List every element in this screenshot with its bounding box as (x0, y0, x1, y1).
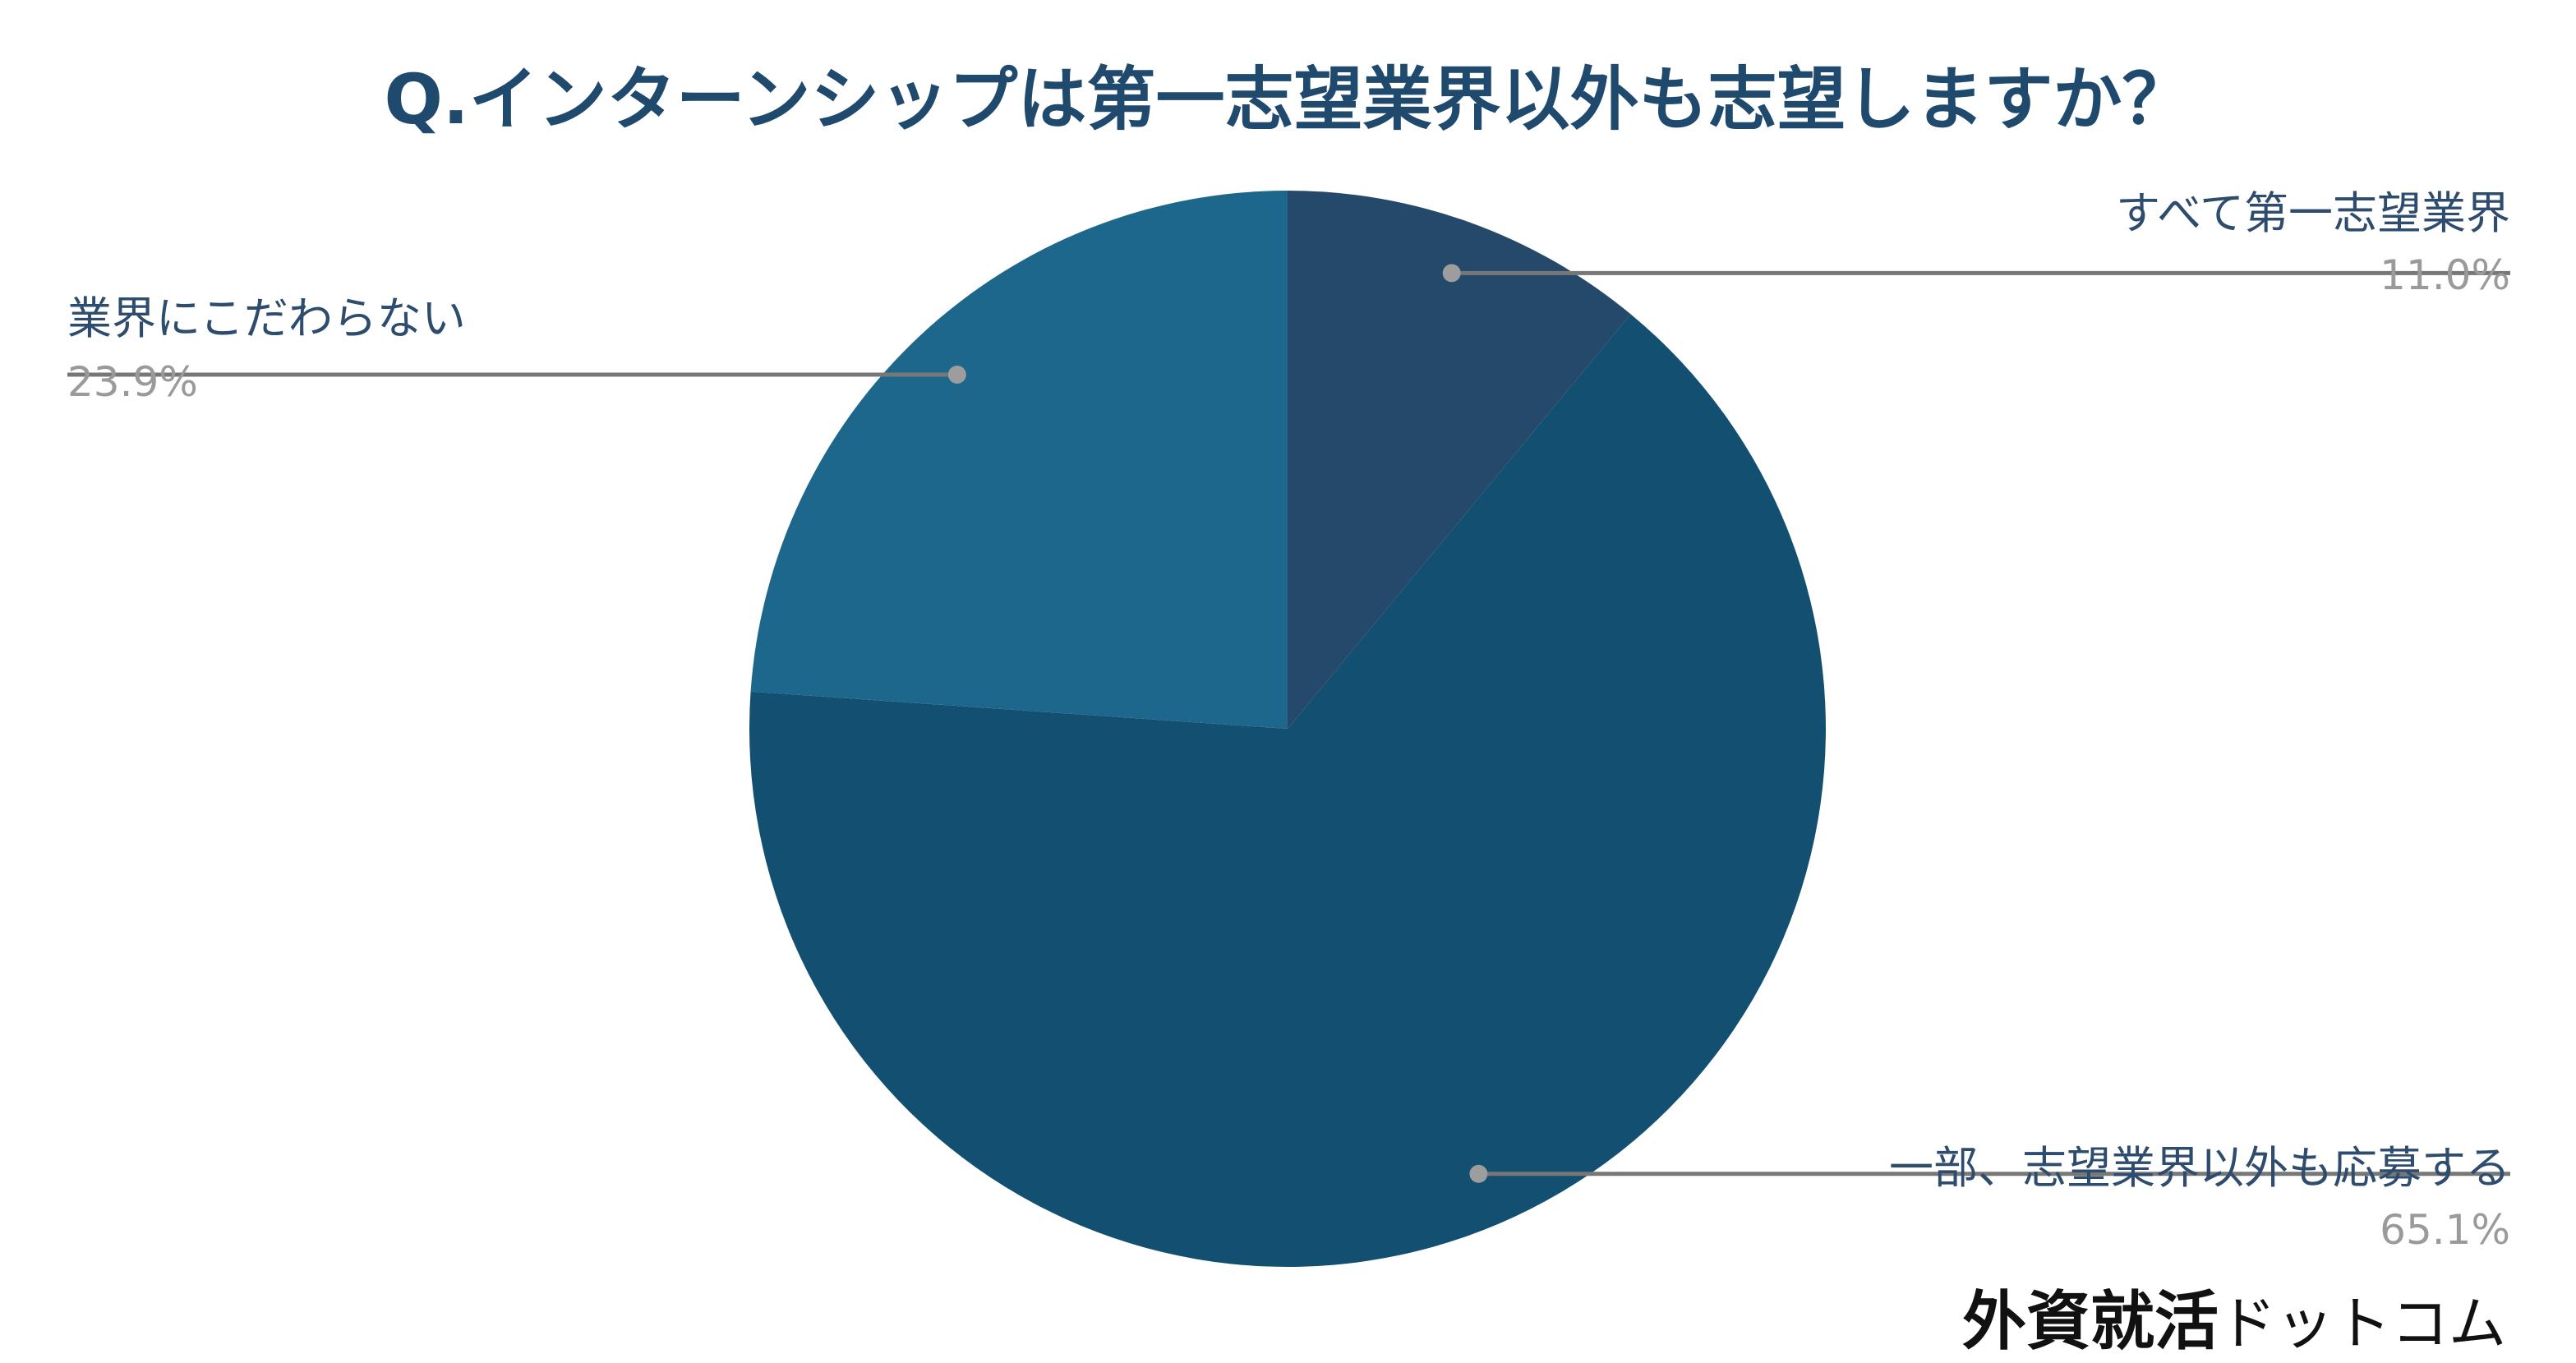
chart-title: Q.インターンシップは第一志望業界以外も志望しますか？ (384, 59, 2191, 140)
pie-slice-no-preference (750, 191, 1288, 729)
slice-label-partially-other: 一部、志望業界以外も応募する (1889, 1142, 2510, 1194)
slice-label-all-first-choice: すべて第一志望業界 (2116, 187, 2510, 239)
leader-lines (67, 264, 2510, 1183)
svg-text:外資就活ドットコム: 外資就活ドットコム (1962, 1284, 2506, 1359)
leader-dot-all-first-choice (1442, 264, 1461, 283)
slice-value-no-preference: 23.9% (67, 358, 198, 406)
slice-value-all-first-choice: 11.0% (2380, 251, 2510, 299)
pie-slice-partially-other (749, 314, 1826, 1267)
slice-value-partially-other: 65.1% (2380, 1206, 2510, 1254)
leader-dot-no-preference (947, 366, 966, 384)
pie-slice-all-first-choice (1288, 191, 1631, 729)
leader-dot-partially-other (1469, 1164, 1488, 1183)
brand-logo: 外資就活ドットコム (1962, 1284, 2506, 1359)
brand-logo-kana: ドットコム (2219, 1290, 2506, 1357)
pie-slices (749, 191, 1826, 1267)
brand-logo-kanji: 外資就活 (1962, 1284, 2219, 1359)
slice-label-no-preference: 業界にこだわらない (67, 292, 466, 344)
